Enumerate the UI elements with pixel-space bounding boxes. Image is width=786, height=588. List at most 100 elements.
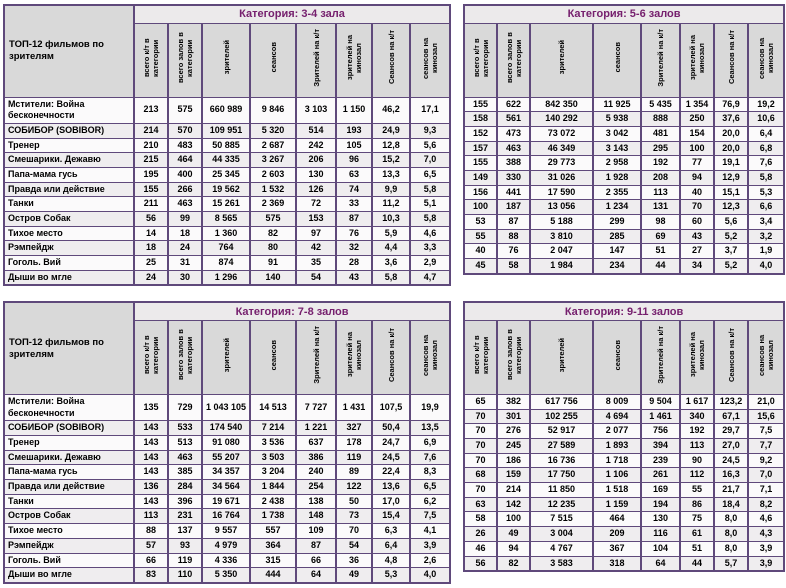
value-cell: 119	[335, 449, 373, 466]
category-table-3-4: ТОП-12 фильмов по зрителям Категория: 3-4…	[3, 4, 451, 287]
value-cell: 70	[463, 438, 498, 454]
value-cell: 18	[133, 240, 169, 257]
value-cell: 5 435	[640, 96, 681, 113]
value-cell: 4,7	[409, 269, 451, 286]
value-cell: 61	[679, 526, 715, 542]
value-cell: 209	[592, 526, 642, 542]
column-header-label: Сеансов на к/т	[726, 30, 736, 85]
value-cell: 16,3	[713, 467, 749, 484]
value-cell: 70	[463, 482, 498, 498]
value-cell: 842 350	[529, 96, 594, 113]
value-cell: 76	[496, 243, 531, 260]
column-header: Зрителей на к/т	[295, 22, 337, 98]
value-cell: 2 355	[592, 184, 642, 201]
value-cell: 2 438	[249, 493, 297, 510]
value-cell: 4,8	[371, 552, 411, 569]
table-row: 63 142 12 235 1 159 194 86 18,4 8,2	[463, 496, 786, 513]
table-row: 70 214 11 850 1 518 169 55 21,7 7,1	[463, 482, 786, 498]
value-cell: 464	[167, 152, 203, 168]
table-row: Тихое место 88 137 9 557 557 109 70 6,3 4,1	[3, 523, 452, 539]
value-cell: 186	[496, 452, 531, 469]
value-cell: 12,9	[713, 169, 749, 186]
film-name-cell: Тренер	[3, 137, 135, 154]
value-cell: 8,3	[408, 464, 452, 481]
value-cell: 46 349	[529, 140, 594, 157]
value-cell: 52 917	[529, 423, 594, 439]
value-cell: 637	[295, 435, 337, 451]
value-cell: 3,9	[746, 540, 786, 557]
value-cell: 11 850	[529, 482, 594, 498]
table-row: Остров Собак 113 231 16 764 1 738 148 73 15,4 7,…	[3, 508, 452, 525]
table-row: Танки 143 396 19 671 2 438 138 50 17,0 6,2	[3, 493, 452, 510]
value-cell: 109 951	[201, 122, 251, 139]
value-cell: 5,8	[746, 169, 786, 186]
value-cell: 400	[167, 166, 203, 183]
table-row: Рэмпейдж 18 24 764 80 42 32 4,4 3,3	[3, 240, 451, 257]
value-cell: 764	[201, 240, 251, 257]
value-cell: 1 844	[249, 479, 297, 495]
value-cell: 36	[335, 552, 373, 569]
value-cell: 1 718	[592, 452, 642, 469]
column-header-label: сеансов на кинозал	[757, 334, 776, 376]
value-cell: 5,3	[746, 184, 786, 201]
value-cell: 3 204	[249, 464, 297, 481]
value-cell: 13,3	[371, 166, 411, 183]
value-cell: 206	[295, 152, 337, 168]
value-cell: 116	[640, 526, 681, 542]
value-cell: 557	[249, 523, 297, 539]
value-cell: 7,6	[408, 449, 452, 466]
table-row: 70 186 16 736 1 718 239 90 24,5 9,2	[463, 452, 786, 469]
value-cell: 27	[679, 243, 715, 260]
table-row: 68 159 17 750 1 106 261 112 16,3 7,0	[463, 467, 786, 484]
value-cell: 261	[640, 467, 681, 484]
value-cell: 66	[295, 552, 337, 569]
category-table-7-8: ТОП-12 фильмов по зрителям Категория: 7-8…	[3, 301, 452, 584]
value-cell: 72	[295, 196, 337, 212]
value-cell: 622	[496, 96, 531, 113]
column-header: всего залов в категории	[167, 22, 203, 98]
value-cell: 388	[496, 155, 531, 171]
value-cell: 14	[133, 225, 169, 242]
value-cell: 13,5	[408, 420, 452, 436]
value-cell: 96	[335, 152, 373, 168]
value-cell: 318	[592, 555, 642, 572]
value-cell: 213	[133, 96, 169, 124]
value-cell: 3 143	[592, 140, 642, 157]
table-row: 56 82 3 583 318 64 44 5,7 3,9	[463, 555, 786, 572]
column-header: всего к/т в категории	[463, 319, 498, 395]
value-cell: 1 106	[592, 467, 642, 484]
value-cell: 8 565	[201, 211, 251, 227]
value-cell: 6,4	[371, 537, 411, 554]
value-cell: 20,0	[713, 125, 749, 142]
value-cell: 112	[679, 467, 715, 484]
value-cell: 1 617	[679, 393, 715, 410]
value-cell: 5,6	[409, 137, 451, 154]
value-cell: 6,6	[746, 199, 786, 215]
value-cell: 7,0	[409, 152, 451, 168]
value-cell: 29,7	[713, 423, 749, 439]
column-header: зрителей на кинозал	[335, 319, 373, 395]
value-cell: 94	[679, 169, 715, 186]
value-cell: 51	[679, 540, 715, 557]
value-cell: 13,6	[371, 479, 411, 495]
value-cell: 27,0	[713, 438, 749, 454]
value-cell: 63	[463, 496, 498, 513]
value-cell: 75	[679, 511, 715, 528]
value-cell: 17,0	[371, 493, 411, 510]
film-name-cell: Тихое место	[3, 225, 135, 242]
value-cell: 169	[640, 482, 681, 498]
value-cell: 15,4	[371, 508, 411, 525]
value-cell: 1 431	[335, 393, 373, 422]
value-cell: 24,7	[371, 435, 411, 451]
column-header-label: сеансов на кинозал	[421, 36, 439, 79]
value-cell: 20,0	[713, 140, 749, 157]
column-header: сеансов на кинозал	[409, 22, 451, 98]
value-cell: 100	[463, 199, 498, 215]
value-cell: 70	[679, 199, 715, 215]
value-cell: 82	[496, 555, 531, 572]
column-header: всего залов в категории	[167, 319, 203, 395]
value-cell: 245	[496, 438, 531, 454]
value-cell: 119	[167, 552, 203, 569]
value-cell: 1 296	[201, 269, 251, 286]
film-name-cell: Папа-мама гусь	[3, 464, 135, 481]
